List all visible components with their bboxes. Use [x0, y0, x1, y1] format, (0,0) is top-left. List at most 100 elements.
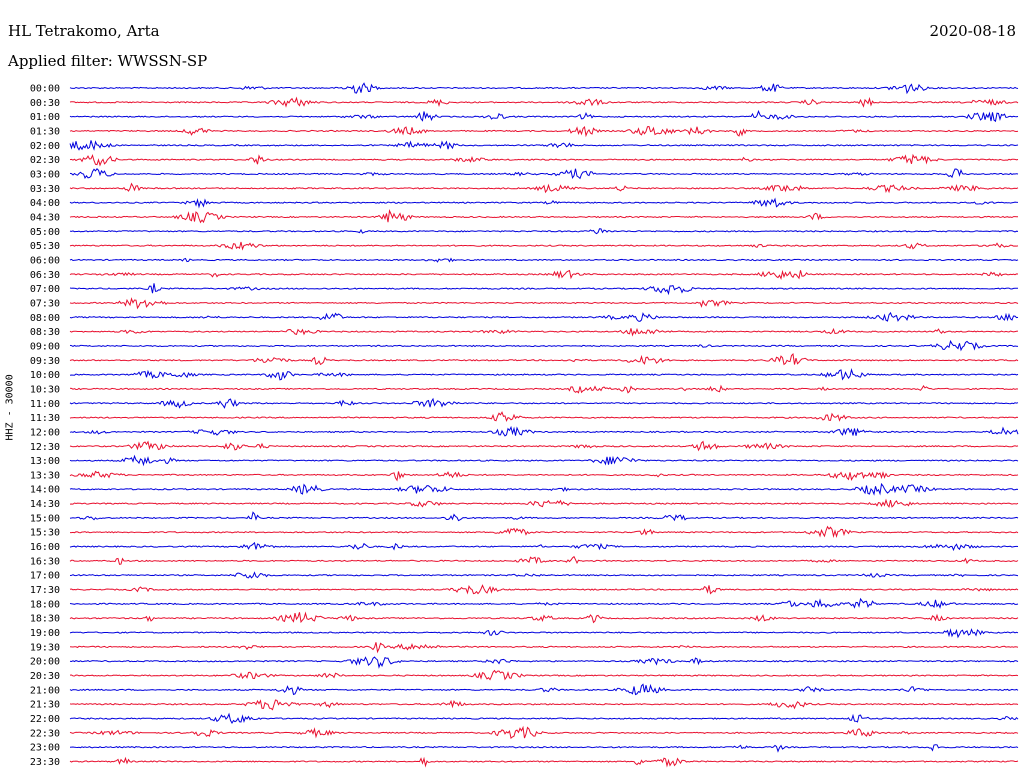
trace-line: [69, 339, 1019, 352]
trace-line: [69, 498, 1019, 508]
time-label: 15:00: [30, 513, 60, 524]
trace-line: [69, 352, 1019, 366]
time-label: 04:00: [30, 198, 60, 209]
trace-line: [69, 384, 1019, 394]
time-label: 07:30: [30, 298, 60, 309]
trace-line: [69, 669, 1019, 681]
trace-line: [69, 209, 1018, 224]
time-label: 03:00: [30, 169, 60, 180]
time-label: 23:30: [30, 757, 60, 768]
time-label: 14:00: [30, 485, 60, 496]
time-label: 10:30: [30, 384, 60, 395]
time-label: 03:30: [30, 184, 60, 195]
time-label: 09:00: [30, 341, 60, 352]
time-label: 04:30: [30, 212, 60, 223]
time-label: 20:30: [30, 671, 60, 682]
time-label: 13:00: [30, 456, 60, 467]
time-label: 19:30: [30, 642, 60, 653]
trace-line: [69, 425, 1019, 437]
station-title: HL Tetrakomo, Arta: [8, 22, 160, 40]
date-label: 2020-08-18: [929, 22, 1016, 40]
time-label: 00:30: [30, 98, 60, 109]
trace-line: [70, 525, 1019, 538]
trace-line: [69, 555, 1019, 565]
trace-line: [69, 283, 1019, 296]
trace-line: [69, 153, 1019, 167]
time-label: 17:00: [30, 571, 60, 582]
trace-line: [69, 241, 1019, 251]
time-label: 22:00: [30, 714, 60, 725]
time-label: 01:00: [30, 112, 60, 123]
trace-line: [69, 257, 1019, 263]
trace-line: [69, 125, 1019, 138]
time-label: 05:30: [30, 241, 60, 252]
time-label: 05:00: [30, 227, 60, 238]
time-label: 08:30: [30, 327, 60, 338]
trace-line: [69, 683, 1019, 696]
trace-line: [69, 597, 1019, 609]
trace-line: [69, 470, 1019, 482]
trace-line: [69, 82, 1019, 95]
trace-line: [69, 96, 1019, 108]
time-label: 21:00: [30, 685, 60, 696]
trace-line: [69, 397, 1019, 409]
trace-line: [69, 311, 1019, 322]
trace-line: [69, 454, 1019, 467]
trace-line: [69, 168, 1019, 180]
trace-line: [69, 511, 1019, 522]
trace-line: [69, 482, 1019, 496]
time-label: 10:00: [30, 370, 60, 381]
time-label: 14:30: [30, 499, 60, 510]
time-label: 13:30: [30, 470, 60, 481]
trace-line: [69, 327, 1019, 337]
trace-line: [69, 440, 1019, 452]
time-label: 17:30: [30, 585, 60, 596]
filter-label: Applied filter: WWSSN-SP: [8, 52, 208, 70]
trace-line: [69, 584, 1019, 595]
time-label: 09:30: [30, 356, 60, 367]
time-label: 18:00: [30, 599, 60, 610]
trace-line: [69, 725, 1019, 739]
trace-line: [69, 140, 1019, 151]
time-label: 18:30: [30, 614, 60, 625]
time-label: 00:00: [30, 84, 60, 95]
time-label: 01:30: [30, 126, 60, 137]
time-label: 16:00: [30, 542, 60, 553]
time-label: 16:30: [30, 556, 60, 567]
time-label: 20:00: [30, 657, 60, 668]
trace-line: [69, 297, 1019, 310]
trace-line: [69, 712, 1019, 724]
trace-line: [69, 197, 1019, 209]
time-label: 06:00: [30, 255, 60, 266]
time-label: 02:30: [30, 155, 60, 166]
trace-line: [69, 756, 1019, 768]
trace-line: [69, 367, 1019, 381]
trace-line: [69, 182, 1019, 194]
trace-line: [69, 228, 1019, 235]
trace-line: [69, 656, 1019, 669]
time-label: 23:00: [30, 743, 60, 754]
trace-line: [69, 269, 1019, 281]
time-label: 02:00: [30, 141, 60, 152]
trace-line: [69, 541, 1019, 552]
time-label: 08:00: [30, 313, 60, 324]
trace-line: [69, 611, 1019, 624]
time-label: 19:00: [30, 628, 60, 639]
trace-line: [69, 571, 1019, 579]
time-label: 21:30: [30, 700, 60, 711]
trace-line: [69, 628, 1019, 639]
trace-line: [69, 744, 1019, 753]
time-label: 15:30: [30, 528, 60, 539]
time-label: 22:30: [30, 728, 60, 739]
channel-label: HHZ - 30000: [4, 374, 16, 441]
time-label: 11:00: [30, 399, 60, 410]
time-label: 12:30: [30, 442, 60, 453]
time-label: 06:30: [30, 270, 60, 281]
time-label: 07:00: [30, 284, 60, 295]
trace-line: [69, 411, 1019, 423]
trace-line: [69, 642, 1019, 654]
trace-line: [69, 109, 1019, 123]
time-label: 12:00: [30, 427, 60, 438]
trace-line: [69, 699, 1019, 711]
